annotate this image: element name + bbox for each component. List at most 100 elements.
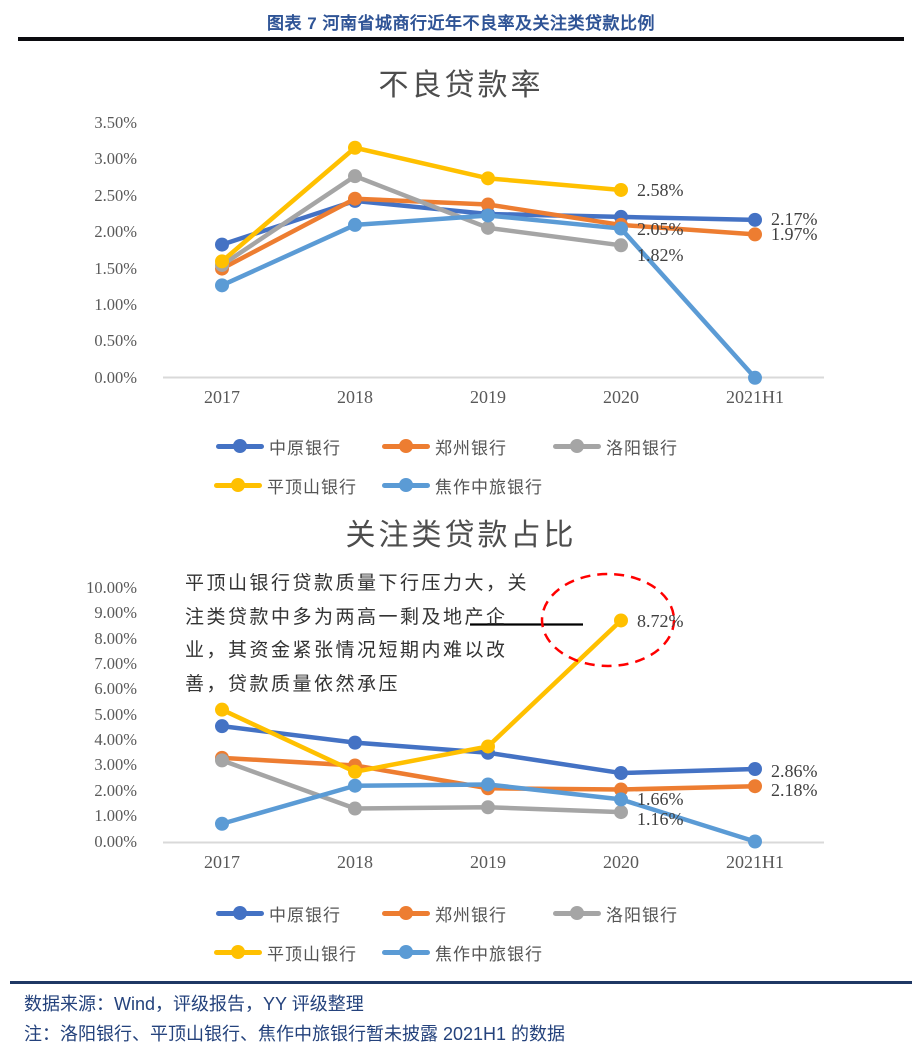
data-source-note: 数据来源：Wind，评级报告，YY 评级整理 (24, 994, 364, 1014)
series-marker (748, 779, 762, 794)
series-marker (614, 217, 628, 232)
x-tick-label: 2019 (470, 387, 506, 407)
series-marker (614, 238, 628, 253)
legend-label: 郑州银行 (435, 905, 507, 926)
special-mention-series-group (215, 613, 762, 849)
series-marker (215, 719, 229, 734)
x-tick-label: 2019 (470, 852, 506, 872)
series-marker (215, 278, 229, 293)
series-marker (748, 761, 762, 776)
legend-item: 平顶山银行 (214, 942, 357, 965)
series-marker (348, 758, 362, 773)
legend-dot (233, 906, 247, 920)
series-line (219, 173, 624, 268)
legend-line (382, 950, 430, 955)
point-label: 2.18% (771, 780, 818, 801)
y-tick-label: 3.00% (94, 149, 137, 169)
series-line (219, 782, 758, 844)
x-tick-label: 2020 (603, 852, 639, 872)
legend-label: 平顶山银行 (267, 944, 357, 965)
legend-line (382, 911, 430, 916)
series-marker (481, 220, 495, 235)
special-mention-chart-title: 关注类贷款占比 (345, 518, 577, 553)
legend-line-marker (382, 945, 430, 959)
x-tick-label: 2018 (337, 387, 373, 407)
annotation-text-line: 注类贷款中多为两高一剩及地产企 (185, 605, 508, 628)
legend-item: 洛阳银行 (553, 436, 678, 459)
y-tick-label: 1.50% (94, 258, 137, 278)
legend-line-marker (216, 439, 264, 453)
series-marker (348, 764, 362, 779)
legend-line (216, 444, 264, 449)
npl-series-group (215, 140, 762, 385)
y-tick-label: 7.00% (94, 654, 137, 674)
series-line (219, 196, 758, 271)
point-label: 8.72% (637, 611, 684, 632)
y-tick-label: 5.00% (94, 704, 137, 724)
series-line (219, 755, 758, 792)
series-marker (614, 182, 628, 197)
point-label: 1.82% (637, 245, 684, 266)
series-marker (215, 816, 229, 831)
legend-label: 洛阳银行 (606, 905, 678, 926)
series-line (219, 198, 758, 247)
x-tick-label: 2017 (204, 852, 240, 872)
series-marker (215, 237, 229, 252)
point-label: 1.16% (637, 809, 684, 830)
legend-line-marker (553, 439, 601, 453)
series-marker (348, 191, 362, 206)
series-marker (348, 217, 362, 232)
x-tick-label: 2020 (603, 387, 639, 407)
legend-line (553, 444, 601, 449)
legend-dot (399, 906, 413, 920)
series-line (219, 145, 624, 264)
series-marker (614, 792, 628, 807)
series-marker (215, 257, 229, 272)
legend-label: 平顶山银行 (267, 477, 357, 498)
series-marker (614, 221, 628, 236)
legend-dot (570, 906, 584, 920)
legend-label: 郑州银行 (435, 438, 507, 459)
y-tick-label: 0.00% (94, 831, 137, 851)
legend-line-marker (382, 439, 430, 453)
legend-line (382, 444, 430, 449)
caption-divider-line (18, 37, 904, 41)
series-marker (748, 370, 762, 385)
series-marker (215, 750, 229, 765)
point-label: 1.66% (637, 789, 684, 810)
legend-label: 焦作中旅银行 (435, 944, 543, 965)
legend-dot (233, 439, 247, 453)
legend-line-marker (382, 906, 430, 920)
point-label: 2.58% (637, 179, 684, 200)
y-tick-label: 3.00% (94, 755, 137, 775)
series-line (219, 723, 758, 776)
y-tick-label: 2.50% (94, 185, 137, 205)
y-tick-label: 6.00% (94, 679, 137, 699)
series-marker (614, 782, 628, 797)
y-tick-label: 1.00% (94, 295, 137, 314)
legend-item: 郑州银行 (382, 903, 507, 926)
series-marker (348, 778, 362, 793)
legend-line (214, 950, 262, 955)
highlight-dashed-ellipse (540, 572, 676, 668)
legend-item: 平顶山银行 (214, 475, 357, 498)
x-tick-label: 2021H1 (726, 852, 784, 872)
legend-item: 焦作中旅银行 (382, 475, 543, 498)
legend-dot (399, 945, 413, 959)
legend-item: 中原银行 (216, 436, 341, 459)
series-marker (348, 735, 362, 750)
y-tick-label: 2.00% (94, 222, 137, 242)
legend-label: 洛阳银行 (606, 438, 678, 459)
point-label: 2.05% (637, 218, 684, 239)
series-marker (481, 777, 495, 792)
legend-item: 焦作中旅银行 (382, 942, 543, 965)
y-tick-label: 9.00% (94, 603, 137, 623)
y-tick-label: 2.00% (94, 780, 137, 800)
series-marker (348, 801, 362, 816)
legend-item: 洛阳银行 (553, 903, 678, 926)
legend-line (382, 483, 430, 488)
footer-divider-line (10, 981, 912, 984)
annotation-text-line: 业，其资金紧张情况短期内难以改 (185, 639, 508, 661)
legend-dot (399, 439, 413, 453)
series-marker (481, 207, 495, 221)
